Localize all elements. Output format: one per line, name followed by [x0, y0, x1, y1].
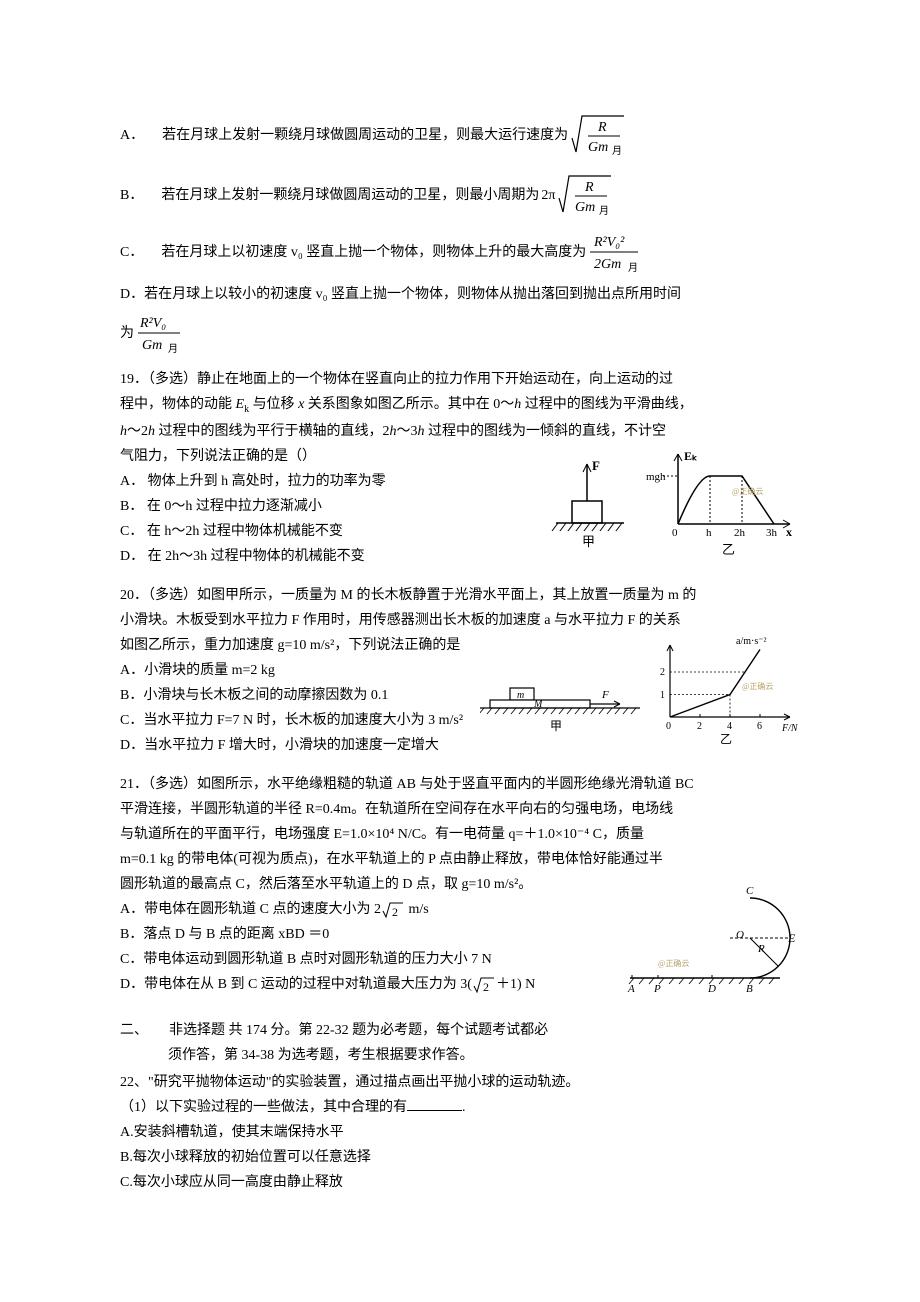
section-text-b: 须作答，第 34-38 为选考题，考生根据要求作答。 [120, 1045, 800, 1066]
x-axis-label: x [786, 525, 792, 539]
sqrt-num: R [597, 120, 607, 135]
fig-caption: 甲 [582, 534, 595, 549]
frac-num: R²V₀ [139, 316, 166, 331]
q18-option-C: C． 若在月球上以初速度 v₀ 竖直上抛一个物体，则物体上升的最大高度为 R²V… [120, 230, 800, 274]
opt-label: D． [120, 287, 144, 302]
sqrt-num: R [584, 180, 594, 195]
frac-den-sub: 月 [628, 262, 638, 274]
sqrt-den-sub: 月 [612, 145, 622, 157]
q18-option-D-line1: D．若在月球上以较小的初速度 v₀ 竖直上抛一个物体，则物体从抛出落回到抛出点所… [120, 284, 800, 305]
watermark: @正确云 [658, 958, 689, 968]
q20: 20．（多选）如图甲所示，一质量为 M 的长木板静置于光滑水平面上，其上放置一质… [120, 585, 800, 760]
opt-label: B． [120, 185, 143, 206]
y-axis-label: a/m·s⁻² [736, 636, 767, 647]
q21-figure: O R E A P D B C @正确云 [620, 874, 800, 1004]
opt-text: 若在月球上以初速度 v₀ 竖直上抛一个物体，则物体上升的最大高度为 [161, 242, 586, 263]
q22-option-A: A.安装斜槽轨道，使其末端保持水平 [120, 1122, 800, 1143]
fig-caption: 甲 [550, 719, 562, 733]
opt-text: 若在月球上发射一颗绕月球做圆周运动的卫星，则最大运行速度为 [162, 125, 568, 146]
A-label: A [627, 983, 635, 995]
opt-text: 若在月球上以较小的初速度 v₀ 竖直上抛一个物体，则物体从抛出落回到抛出点所用时… [144, 287, 681, 302]
opt-label: C． [120, 242, 143, 263]
q21-stem-line4: m=0.1 kg 的带电体(可视为质点)，在水平轨道上的 P 点由静止释放，带电… [120, 849, 800, 870]
E-label: E [787, 931, 796, 945]
q18-option-B: B． 若在月球上发射一颗绕月球做圆周运动的卫星，则最小周期为 2π R Gm 月 [120, 170, 800, 220]
sqrt-inline: 2 [472, 976, 496, 994]
xtick-0: 0 [666, 721, 671, 732]
q20-chart: a/m·s⁻² F/N 1 2 0 2 4 6 @正确云 [650, 635, 800, 745]
q21-stem-line1: 21．（多选）如图所示，水平绝缘粗糙的轨道 AB 与处于竖直平面内的半圆形绝缘光… [120, 774, 800, 795]
q18-option-D-line2: 为 R²V₀ Gm 月 [120, 311, 800, 355]
ytick-1: 1 [660, 690, 665, 701]
mgh-label: mgh [646, 471, 666, 483]
D-label: D [707, 983, 716, 995]
sqrt-inline: 2 [381, 901, 405, 919]
q19-stem-line1: 19．（多选）静止在地面上的一个物体在竖直向止的拉力作用下开始运动在，向上运动的… [120, 369, 800, 390]
frac-den: Gm [142, 338, 162, 353]
sqrt-formula: R Gm 月 [568, 110, 628, 160]
q22-option-B: B.每次小球释放的初始位置可以任意选择 [120, 1147, 800, 1168]
xtick-4: 4 [727, 721, 732, 732]
opt-coef: 2π [541, 185, 555, 206]
B-label: B [746, 983, 753, 995]
F-label: F [592, 458, 600, 473]
blank-answer[interactable] [407, 1098, 462, 1111]
fig-caption: 乙 [722, 542, 735, 557]
F-label: F [601, 689, 609, 701]
q21-stem-line2: 平滑连接，半圆形轨道的半径 R=0.4m。在轨道所在空间存在水平向右的匀强电场，… [120, 799, 800, 820]
m-label: m [517, 690, 524, 701]
y-axis-label: Eₖ [684, 449, 698, 463]
q22-option-C: C.每次小球应从同一高度由静止释放 [120, 1172, 800, 1193]
q19-stem-line2: 程中，物体的动能 Ek 与位移 x 关系图象如图乙所示。其中在 0～h 过程中的… [120, 394, 800, 417]
q21-stem-line3: 与轨道所在的平面平行，电场强度 E=1.0×10⁴ N/C。有一电荷量 q=＋1… [120, 824, 800, 845]
q22-stem: 22、"研究平抛物体运动"的实验装置，通过描点画出平抛小球的运动轨迹。 [120, 1072, 800, 1093]
q21: 21．（多选）如图所示，水平绝缘粗糙的轨道 AB 与处于竖直平面内的半圆形绝缘光… [120, 774, 800, 1004]
C-label: C [746, 885, 754, 897]
q19-fig-left: F 甲 [552, 458, 624, 549]
tick-h: h [706, 527, 712, 539]
svg-text:2: 2 [392, 905, 398, 919]
section-2-heading: 二、 非选择题 共 174 分。第 22-32 题为必考题，每个试题考试都必 须… [120, 1020, 800, 1066]
opt-text: 若在月球上发射一颗绕月球做圆周运动的卫星，则最小周期为 [161, 185, 539, 206]
q20-stem-line1: 20．（多选）如图甲所示，一质量为 M 的长木板静置于光滑水平面上，其上放置一质… [120, 585, 800, 606]
tick-0: 0 [672, 527, 678, 539]
q19-stem-line3: h～2h 过程中的图线为平行于横轴的直线，2h～3h 过程中的图线为一倾斜的直线… [120, 421, 800, 442]
section-text-a: 非选择题 共 174 分。第 22-32 题为必考题，每个试题考试都必 [169, 1023, 548, 1038]
fraction-formula: R²V₀² 2Gm 月 [586, 230, 642, 274]
sqrt-den-sub: 月 [599, 205, 609, 217]
q19: 19．（多选）静止在地面上的一个物体在竖直向止的拉力作用下开始运动在，向上运动的… [120, 369, 800, 571]
q19-figure: F 甲 Eₖ x [550, 446, 800, 566]
opt-text-pre: 为 [120, 323, 134, 344]
R-label: R [757, 943, 765, 955]
svg-text:2: 2 [483, 980, 489, 994]
sqrt-formula: R Gm 月 [555, 170, 615, 220]
xtick-2: 2 [697, 721, 702, 732]
tick-3h: 3h [766, 527, 778, 539]
fraction-formula: R²V₀ Gm 月 [134, 311, 184, 355]
frac-den-sub: 月 [168, 343, 178, 355]
watermark: @正确云 [732, 486, 763, 496]
q22: 22、"研究平抛物体运动"的实验装置，通过描点画出平抛小球的运动轨迹。 （1）以… [120, 1072, 800, 1193]
q19-fig-right: Eₖ x mgh 0 h 2h 3h @正确云 乙 [646, 449, 792, 557]
P-label: P [653, 983, 661, 995]
sqrt-den: Gm [588, 140, 608, 155]
x-axis-label: F/N [781, 723, 799, 734]
O-label: O [736, 929, 744, 941]
tick-2h: 2h [734, 527, 746, 539]
frac-num: R²V₀² [593, 235, 625, 250]
q20-stem-line2: 小滑块。木板受到水平拉力 F 作用时，用传感器测出长木板的加速度 a 与水平拉力… [120, 610, 800, 631]
q22-sub1: （1）以下实验过程的一些做法，其中合理的有. [120, 1097, 800, 1118]
section-num: 二、 [120, 1023, 148, 1038]
opt-label: A． [120, 125, 144, 146]
xtick-6: 6 [757, 721, 762, 732]
watermark: @正确云 [742, 681, 773, 691]
frac-den: 2Gm [594, 257, 621, 272]
q18-option-A: A． 若在月球上发射一颗绕月球做圆周运动的卫星，则最大运行速度为 R Gm 月 [120, 110, 800, 160]
sqrt-den: Gm [575, 200, 595, 215]
exam-page: A． 若在月球上发射一颗绕月球做圆周运动的卫星，则最大运行速度为 R Gm 月 … [0, 0, 920, 1302]
q20-diagram-left: m M F 甲 [480, 680, 650, 740]
fig-caption: 乙 [720, 732, 732, 745]
ytick-2: 2 [660, 667, 665, 678]
